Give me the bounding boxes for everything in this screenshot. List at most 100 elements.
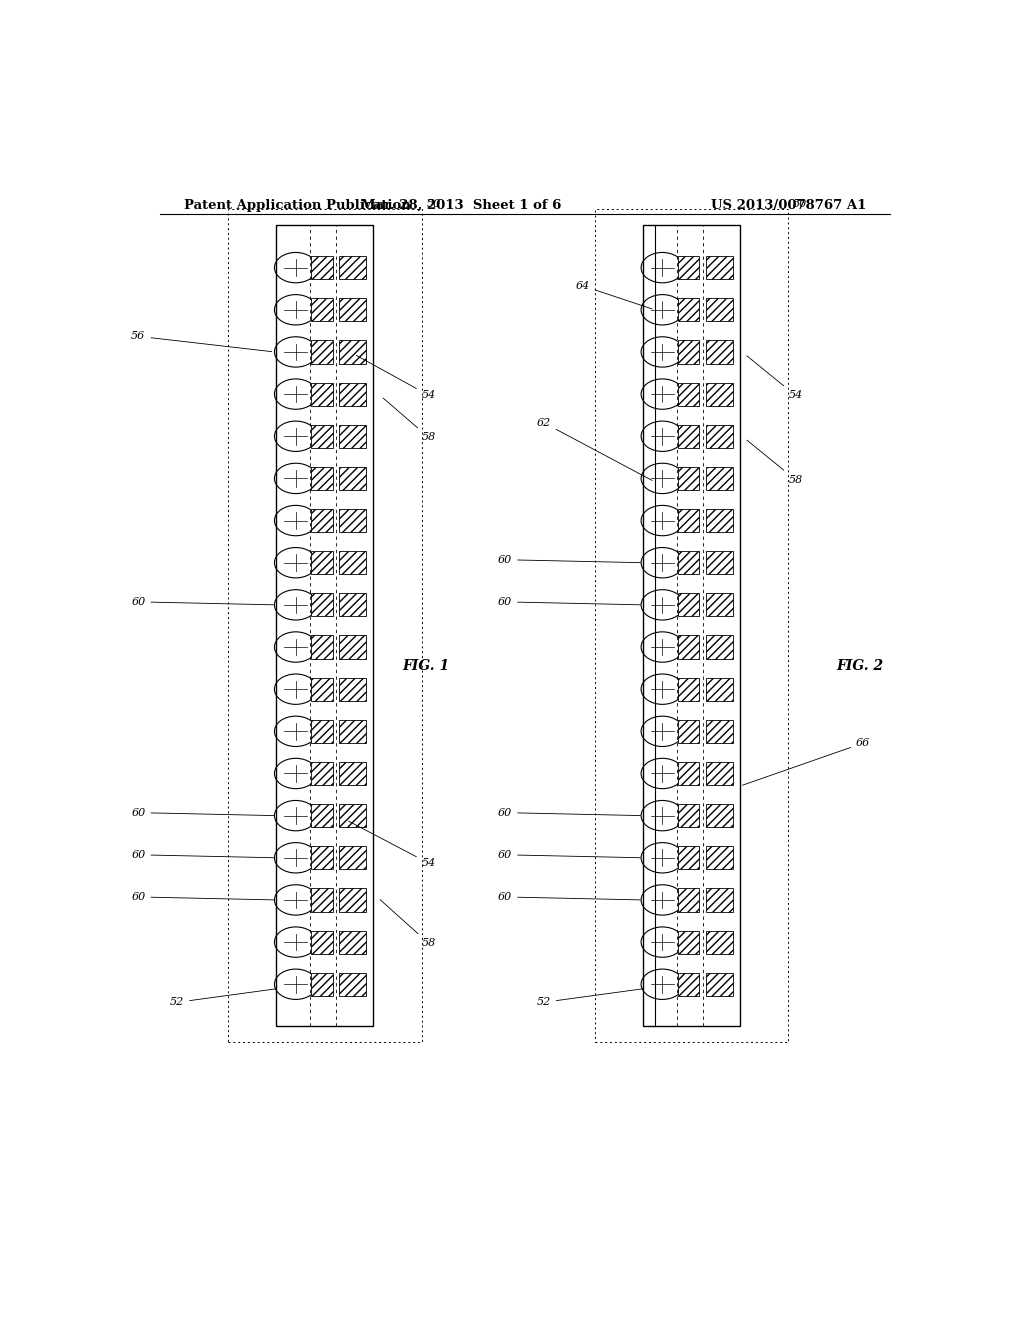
Bar xyxy=(339,425,367,447)
Bar xyxy=(311,341,333,363)
Bar xyxy=(311,846,333,870)
Bar xyxy=(311,931,333,953)
Text: 60: 60 xyxy=(131,808,273,817)
Bar xyxy=(311,552,333,574)
Bar xyxy=(311,383,333,405)
Bar xyxy=(678,635,699,659)
Text: US 2013/0078767 A1: US 2013/0078767 A1 xyxy=(711,198,866,211)
Bar xyxy=(643,226,740,1027)
Bar xyxy=(706,888,733,912)
Text: 60: 60 xyxy=(131,850,273,859)
Bar xyxy=(678,552,699,574)
Bar xyxy=(339,635,367,659)
Text: 50: 50 xyxy=(426,199,440,210)
Bar xyxy=(706,298,733,321)
Bar xyxy=(678,510,699,532)
Text: 54: 54 xyxy=(348,821,436,869)
Bar xyxy=(595,210,788,1043)
Text: 58: 58 xyxy=(746,440,803,484)
Bar xyxy=(678,804,699,828)
Bar xyxy=(706,467,733,490)
Bar xyxy=(339,383,367,405)
Bar xyxy=(706,677,733,701)
Text: FIG. 2: FIG. 2 xyxy=(837,659,884,673)
Bar xyxy=(678,973,699,995)
Text: 52: 52 xyxy=(170,989,276,1007)
Text: 60: 60 xyxy=(131,892,273,902)
Bar xyxy=(339,846,367,870)
Bar xyxy=(311,719,333,743)
Text: Patent Application Publication: Patent Application Publication xyxy=(183,198,411,211)
Bar xyxy=(311,593,333,616)
Bar xyxy=(678,256,699,280)
Bar xyxy=(339,888,367,912)
Bar xyxy=(228,210,422,1043)
Bar xyxy=(339,677,367,701)
Bar xyxy=(311,677,333,701)
Text: 58: 58 xyxy=(380,900,436,948)
Bar xyxy=(706,383,733,405)
Bar xyxy=(339,593,367,616)
Bar xyxy=(678,383,699,405)
Text: 60: 60 xyxy=(498,554,640,565)
Text: 54: 54 xyxy=(746,356,803,400)
Bar xyxy=(339,467,367,490)
Bar xyxy=(706,425,733,447)
Bar xyxy=(311,804,333,828)
Bar xyxy=(678,719,699,743)
Text: 60: 60 xyxy=(498,892,640,902)
Bar xyxy=(678,425,699,447)
Bar xyxy=(706,719,733,743)
Text: 60: 60 xyxy=(498,850,640,859)
Bar xyxy=(678,931,699,953)
Bar xyxy=(339,552,367,574)
Bar xyxy=(706,593,733,616)
Bar xyxy=(678,341,699,363)
Text: 58: 58 xyxy=(383,399,436,442)
Bar xyxy=(678,298,699,321)
Bar xyxy=(311,298,333,321)
Bar xyxy=(311,635,333,659)
Bar xyxy=(276,226,373,1027)
Bar xyxy=(706,510,733,532)
Bar xyxy=(678,677,699,701)
Bar xyxy=(339,931,367,953)
Bar xyxy=(311,425,333,447)
Bar xyxy=(678,467,699,490)
Bar xyxy=(706,256,733,280)
Bar xyxy=(678,593,699,616)
Bar xyxy=(678,888,699,912)
Bar xyxy=(706,635,733,659)
Bar xyxy=(339,719,367,743)
Text: 64: 64 xyxy=(575,281,652,309)
Bar xyxy=(311,256,333,280)
Text: 54: 54 xyxy=(356,355,436,400)
Bar xyxy=(311,510,333,532)
Bar xyxy=(311,973,333,995)
Text: 60: 60 xyxy=(131,597,273,607)
Text: Mar. 28, 2013  Sheet 1 of 6: Mar. 28, 2013 Sheet 1 of 6 xyxy=(361,198,561,211)
Bar xyxy=(311,467,333,490)
Bar xyxy=(339,762,367,785)
Text: 50: 50 xyxy=(794,199,807,210)
Bar xyxy=(339,510,367,532)
Text: 66: 66 xyxy=(742,738,870,785)
Bar xyxy=(706,931,733,953)
Bar xyxy=(339,341,367,363)
Text: 60: 60 xyxy=(498,597,640,607)
Bar xyxy=(706,762,733,785)
Bar xyxy=(706,846,733,870)
Bar xyxy=(706,973,733,995)
Bar xyxy=(339,973,367,995)
Bar xyxy=(706,804,733,828)
Text: FIG. 1: FIG. 1 xyxy=(402,659,450,673)
Text: 62: 62 xyxy=(537,417,652,480)
Bar xyxy=(678,846,699,870)
Text: 52: 52 xyxy=(537,989,643,1007)
Text: 56: 56 xyxy=(131,331,271,351)
Bar xyxy=(339,298,367,321)
Bar xyxy=(706,341,733,363)
Bar xyxy=(706,552,733,574)
Bar xyxy=(339,804,367,828)
Bar xyxy=(311,888,333,912)
